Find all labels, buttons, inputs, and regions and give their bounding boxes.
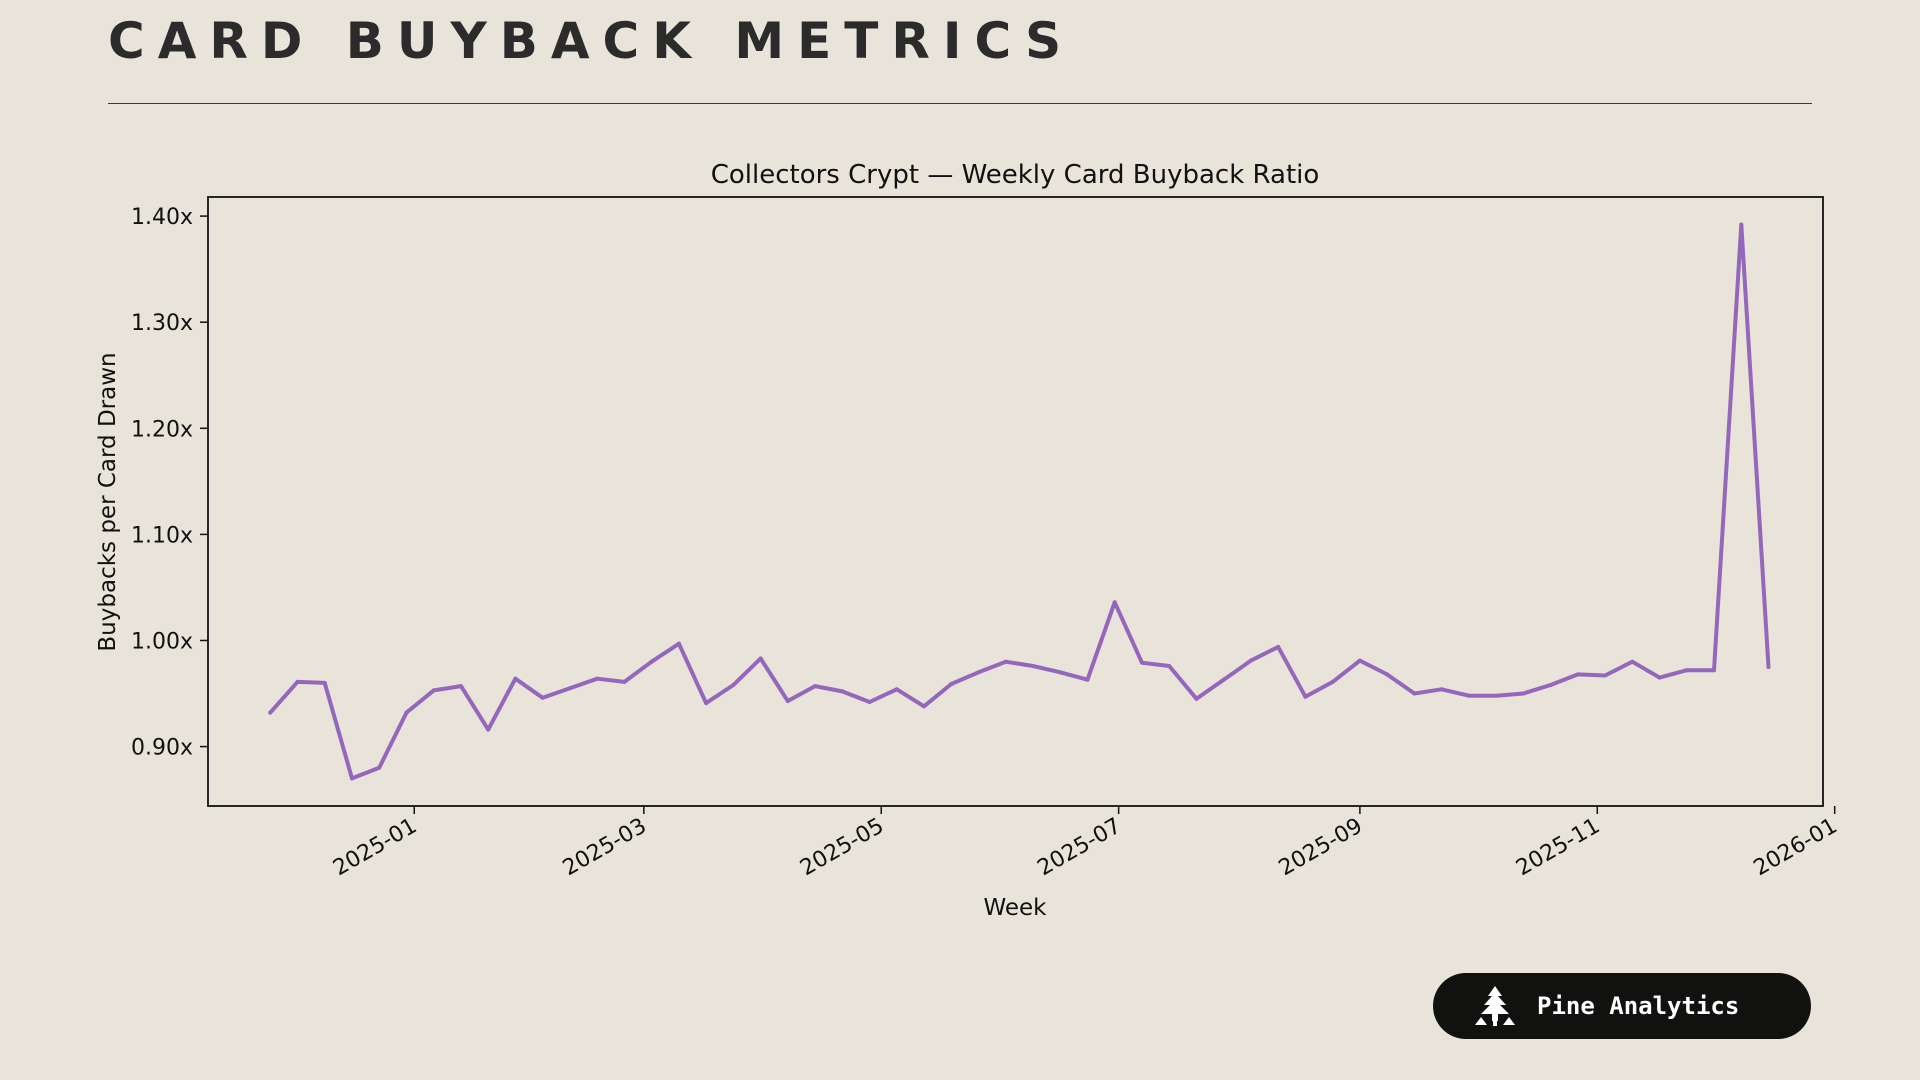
x-tick-label: 2025-09	[1275, 814, 1367, 882]
brand-name: Pine Analytics	[1537, 992, 1740, 1020]
page-title: CARD BUYBACK METRICS	[108, 12, 1075, 70]
data-point	[1603, 673, 1608, 678]
data-point	[486, 727, 491, 732]
data-point	[1194, 696, 1199, 701]
data-point	[1058, 670, 1063, 675]
data-point	[295, 679, 300, 684]
x-tick-label: 2025-01	[329, 814, 421, 882]
data-point	[1248, 658, 1253, 663]
data-point	[1739, 222, 1744, 227]
data-point	[1521, 691, 1526, 696]
data-point	[894, 687, 899, 692]
y-tick-label: 1.10x	[131, 523, 193, 548]
data-point	[1276, 644, 1281, 649]
data-point	[649, 659, 654, 664]
x-axis-label: Week	[983, 895, 1047, 921]
data-point	[1330, 679, 1335, 684]
data-point	[976, 670, 981, 675]
y-tick-label: 1.40x	[131, 205, 193, 230]
data-point	[540, 695, 545, 700]
data-point	[1167, 663, 1172, 668]
data-point	[322, 680, 327, 685]
x-tick-label: 2026-01	[1750, 814, 1842, 882]
x-tick-label: 2025-07	[1034, 814, 1126, 882]
series-layer	[268, 222, 1771, 781]
data-point	[867, 700, 872, 705]
data-point	[1684, 668, 1689, 673]
data-point	[567, 686, 572, 691]
data-point	[1657, 675, 1662, 680]
y-axis: 0.90x 1.00x 1.10x 1.20x 1.30x 1.40x	[131, 205, 208, 761]
data-point	[1357, 658, 1362, 663]
x-axis: 2025-01 2025-03 2025-05 2025-07 2025-09 2025-…	[329, 806, 1842, 881]
y-tick-label: 1.30x	[131, 311, 193, 336]
pine-tree-icon	[1475, 986, 1515, 1026]
x-tick-label: 2025-03	[559, 814, 651, 882]
pine-analytics-badge[interactable]: Pine Analytics	[1433, 973, 1811, 1039]
data-point	[949, 681, 954, 686]
data-point	[840, 689, 845, 694]
data-point	[1139, 660, 1144, 665]
data-point	[404, 710, 409, 715]
data-point	[622, 679, 627, 684]
data-point	[1112, 600, 1117, 605]
data-point	[1385, 672, 1390, 677]
data-point	[758, 656, 763, 661]
data-point	[377, 765, 382, 770]
data-point	[1575, 672, 1580, 677]
data-point	[1003, 659, 1008, 664]
plot-area-frame	[207, 196, 1824, 807]
data-point	[676, 641, 681, 646]
y-tick-label: 1.00x	[131, 629, 193, 654]
data-point	[513, 676, 518, 681]
data-point	[349, 776, 354, 781]
chart-title: Collectors Crypt — Weekly Card Buyback R…	[711, 160, 1320, 190]
data-point	[268, 710, 273, 715]
y-tick-label: 0.90x	[131, 736, 193, 761]
data-point	[1712, 668, 1717, 673]
data-point	[1630, 659, 1635, 664]
data-point	[1494, 693, 1499, 698]
data-point	[704, 701, 709, 706]
data-point	[785, 698, 790, 703]
data-point	[458, 684, 463, 689]
series-line	[268, 222, 1771, 781]
data-point	[1303, 694, 1308, 699]
y-tick-label: 1.20x	[131, 417, 193, 442]
data-point	[1221, 677, 1226, 682]
data-point	[1548, 683, 1553, 688]
data-point	[1466, 693, 1471, 698]
data-point	[1766, 665, 1771, 670]
data-point	[1439, 687, 1444, 692]
data-point	[813, 684, 818, 689]
data-point	[922, 704, 927, 709]
data-point	[1031, 663, 1036, 668]
data-point	[1412, 691, 1417, 696]
data-point	[731, 683, 736, 688]
data-point	[1085, 677, 1090, 682]
x-tick-label: 2025-05	[796, 814, 888, 882]
y-axis-label: Buybacks per Card Drawn	[95, 352, 121, 651]
title-divider	[108, 103, 1812, 104]
data-point	[595, 676, 600, 681]
data-point	[431, 688, 436, 693]
x-tick-label: 2025-11	[1512, 814, 1604, 882]
